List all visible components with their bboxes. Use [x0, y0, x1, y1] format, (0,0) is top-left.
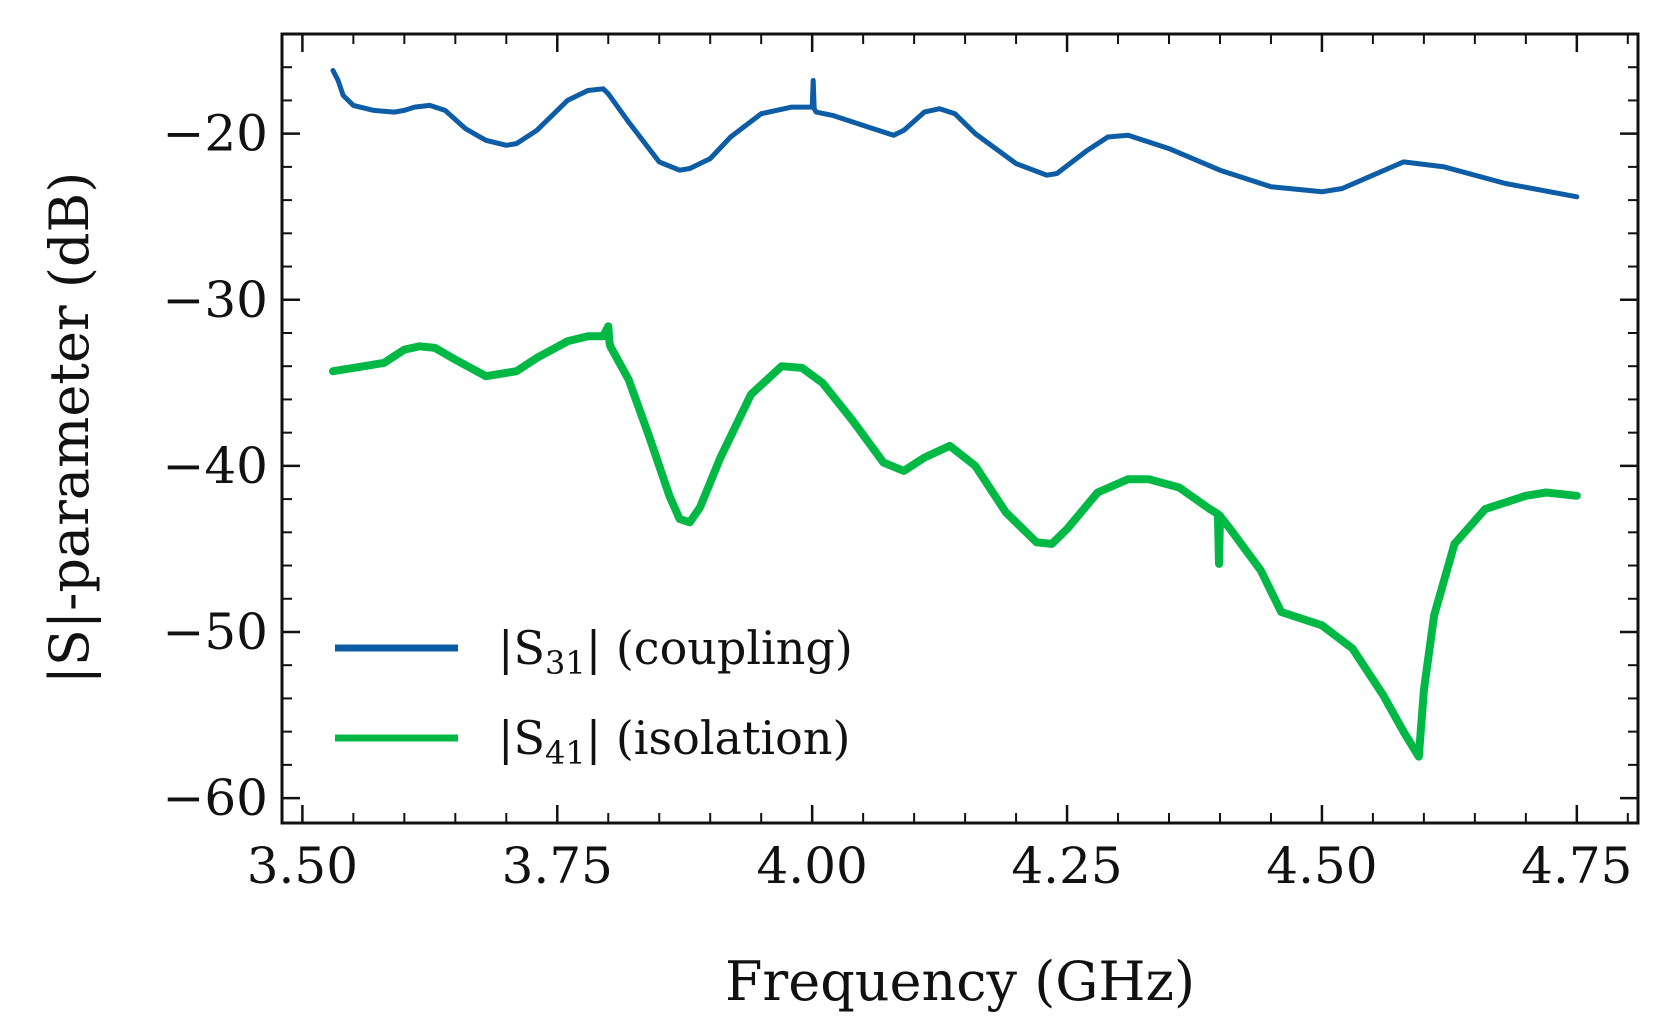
- legend-label-isolation-tail: | (isolation): [586, 711, 851, 765]
- tick-layer: 3.50 3.75 4.00 4.25 4.50 4.75 −20 −30 −40 −50 −60: [162, 33, 1638, 895]
- legend-label-isolation-sub: 41: [545, 734, 586, 772]
- legend-label-coupling-main: |S: [498, 621, 545, 675]
- legend-label-coupling-tail: | (coupling): [586, 621, 853, 675]
- y-tick-label: −50: [162, 603, 268, 661]
- legend-label-coupling: |S31| (coupling): [498, 621, 853, 682]
- x-axis-title: Frequency (GHz): [725, 950, 1195, 1013]
- x-tick-label: 3.50: [247, 837, 358, 895]
- x-tick-label: 4.50: [1266, 837, 1377, 895]
- x-tick-label: 4.00: [757, 837, 868, 895]
- legend-label-isolation-main: |S: [498, 711, 545, 765]
- series-line-isolation: [329, 322, 1581, 761]
- series-layer: [329, 68, 1581, 761]
- legend-label-coupling-sub: 31: [545, 644, 586, 682]
- x-tick-label: 4.75: [1521, 837, 1632, 895]
- x-tick-label: 3.75: [502, 837, 613, 895]
- x-tick-label: 4.25: [1011, 837, 1122, 895]
- y-tick-label: −40: [162, 437, 268, 495]
- legend-label-isolation: |S41| (isolation): [498, 711, 850, 772]
- legend: |S31| (coupling) |S41| (isolation): [335, 621, 853, 772]
- y-tick-label: −30: [162, 271, 268, 329]
- series-line-coupling: [330, 68, 1580, 200]
- y-tick-label: −20: [162, 105, 268, 163]
- y-tick-label: −60: [162, 769, 268, 827]
- y-axis-title: |S|-parameter (dB): [38, 172, 101, 685]
- plot-frame: [280, 32, 1640, 825]
